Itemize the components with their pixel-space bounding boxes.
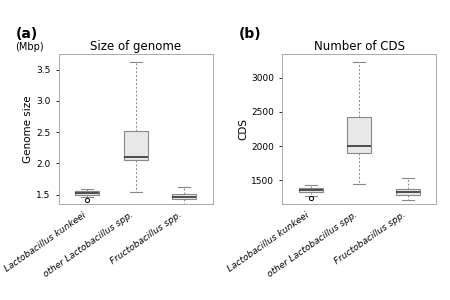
PathPatch shape	[172, 194, 196, 199]
PathPatch shape	[124, 131, 148, 160]
Text: (b): (b)	[239, 27, 261, 41]
Y-axis label: Genome size: Genome size	[23, 95, 33, 163]
PathPatch shape	[396, 189, 419, 195]
PathPatch shape	[299, 188, 323, 192]
Text: (a): (a)	[15, 27, 37, 41]
PathPatch shape	[347, 117, 371, 153]
Y-axis label: CDS: CDS	[238, 118, 248, 140]
Title: Size of genome: Size of genome	[90, 40, 181, 53]
Text: (Mbp): (Mbp)	[15, 42, 44, 52]
Title: Number of CDS: Number of CDS	[314, 40, 405, 53]
PathPatch shape	[76, 191, 99, 195]
